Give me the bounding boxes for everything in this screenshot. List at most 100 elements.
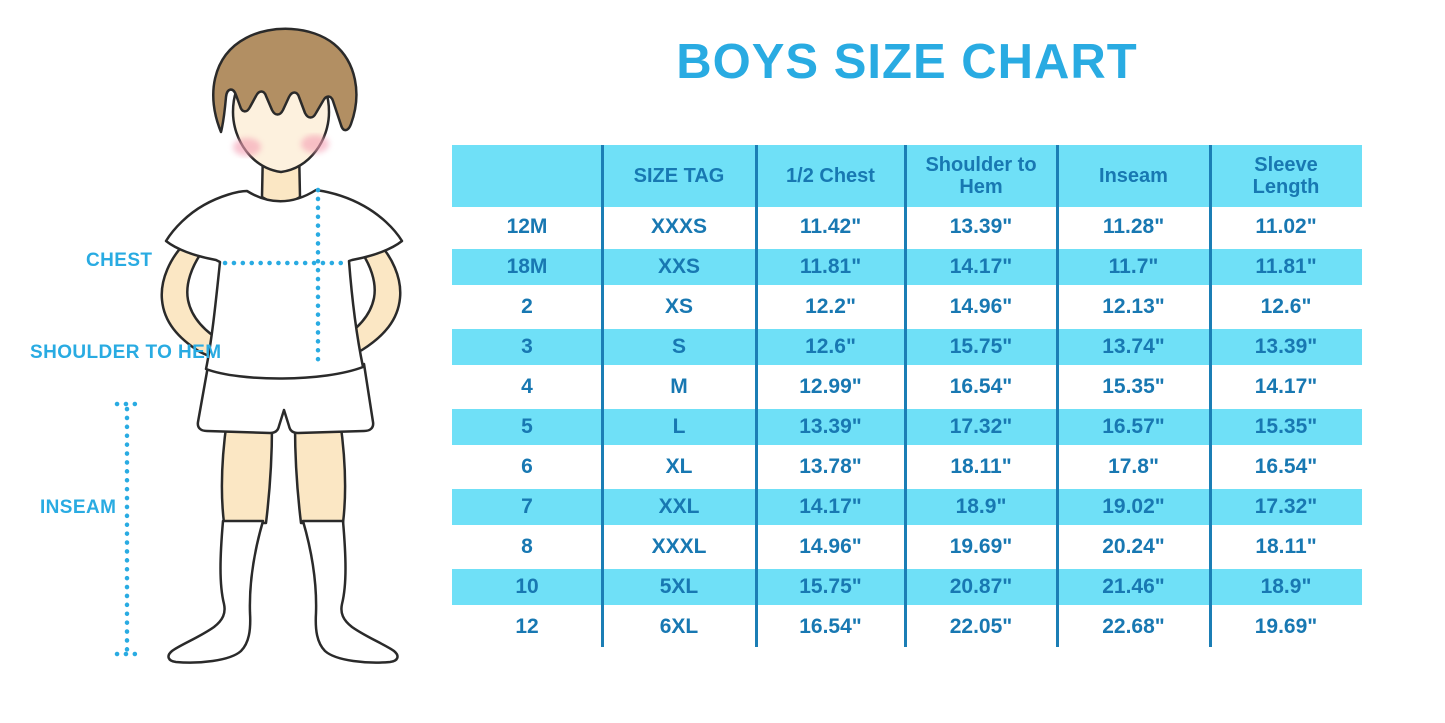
boy-left-sock <box>167 519 265 664</box>
measurement-value: 17.32" <box>1254 495 1318 518</box>
measurement-value: 13.78" <box>799 455 862 478</box>
measurement-value: 11.81" <box>799 255 862 278</box>
size-label: 5 <box>521 415 533 438</box>
measurement-value: 19.69" <box>1254 615 1318 638</box>
boy-blush <box>233 135 329 156</box>
shoulder-to-hem-label: SHOULDER TO HEM <box>30 342 222 363</box>
size-table-header: SIZE TAG 1/2 Chest Shoulder to Hem Inseam Sl… <box>452 145 1362 207</box>
measurement-value: 15.35" <box>1102 375 1165 398</box>
measurement-value: 12.99" <box>799 375 862 398</box>
measurement-value: 16.54" <box>1254 455 1318 478</box>
chest-label: CHEST <box>86 250 153 271</box>
measurement-value: XXXS <box>650 215 708 238</box>
column-divider <box>904 145 907 647</box>
size-row-12M: 12M XXXS 11.42" 13.39" 11.28" 11.02" <box>452 207 1362 247</box>
size-row-6: 6 XL 13.78" 18.11" 17.8" 16.54" <box>452 447 1362 487</box>
measurement-value: 12.6" <box>1260 295 1312 318</box>
size-row-3: 3 S 12.6" 15.75" 13.74" 13.39" <box>452 327 1362 367</box>
size-label: 6 <box>521 455 533 478</box>
size-label: 4 <box>521 375 533 398</box>
measurement-value: 12.2" <box>805 295 856 318</box>
measurement-value: 13.39" <box>799 415 862 438</box>
size-row-18M: 18M XXS 11.81" 14.17" 11.7" 11.81" <box>452 247 1362 287</box>
boy-left-leg <box>220 418 274 525</box>
boy-hair <box>212 27 358 134</box>
measurement-value: 18.11" <box>950 455 1012 478</box>
size-label: 18M <box>506 255 548 278</box>
measurement-value: 14.96" <box>799 535 862 558</box>
measurement-value: 12.6" <box>805 335 856 358</box>
measurement-value: 14.17" <box>799 495 862 518</box>
measurement-value: 14.17" <box>1254 375 1318 398</box>
measurement-value: XL <box>665 455 693 478</box>
measurement-value: 20.87" <box>949 575 1013 598</box>
measurement-value: 12.13" <box>1102 295 1165 318</box>
measurement-value: 5XL <box>659 575 699 598</box>
measurement-value: XS <box>664 295 693 318</box>
measurement-value: 22.05" <box>949 615 1013 638</box>
measurement-value: 11.42" <box>799 215 862 238</box>
column-header-empty <box>452 145 602 207</box>
measurement-value: 13.39" <box>1254 335 1318 358</box>
size-row-8: 8 XXXL 14.96" 19.69" 20.24" 18.11" <box>452 527 1362 567</box>
inseam-label: INSEAM <box>40 497 117 518</box>
measurement-value: XXS <box>657 255 701 278</box>
column-header: 1/2 Chest <box>786 164 875 187</box>
size-row-12: 12 6XL 16.54" 22.05" 22.68" 19.69" <box>452 607 1362 647</box>
measurement-value: M <box>670 375 688 398</box>
measurement-value: 13.74" <box>1102 335 1165 358</box>
measurement-value: XXXL <box>651 535 707 558</box>
column-divider <box>755 145 758 647</box>
size-row-5: 5 L 13.39" 17.32" 16.57" 15.35" <box>452 407 1362 447</box>
boy-right-sock <box>301 519 399 664</box>
measurement-value: 15.35" <box>1254 415 1318 438</box>
measurement-value: S <box>671 335 686 358</box>
column-divider <box>1209 145 1212 647</box>
measurement-value: 17.32" <box>949 415 1013 438</box>
measurement-value: 18.11" <box>1255 535 1317 558</box>
measurement-value: XXL <box>658 495 700 518</box>
boy-shirt <box>164 188 404 380</box>
measurement-value: 13.39" <box>949 215 1013 238</box>
size-row-2: 2 XS 12.2" 14.96" 12.13" 12.6" <box>452 287 1362 327</box>
measurement-value: 21.46" <box>1102 575 1165 598</box>
size-label: 3 <box>521 335 533 358</box>
measurement-value: 15.75" <box>799 575 862 598</box>
column-divider <box>1056 145 1059 647</box>
measurement-value: 15.75" <box>949 335 1013 358</box>
column-header: SIZE TAG <box>633 164 725 187</box>
measurement-value: 17.8" <box>1108 455 1159 478</box>
measurement-value: 19.02" <box>1102 495 1165 518</box>
size-table: SIZE TAG 1/2 Chest Shoulder to Hem Inseam Sl… <box>452 145 1362 647</box>
column-header: Inseam <box>1099 164 1168 187</box>
measurement-value: 14.96" <box>949 295 1013 318</box>
size-row-7: 7 XXL 14.17" 18.9" 19.02" 17.32" <box>452 487 1362 527</box>
size-label: 8 <box>521 535 533 558</box>
measurement-value: 11.7" <box>1108 255 1159 278</box>
measurement-value: 18.9" <box>955 495 1007 518</box>
column-header: Shoulder to Hem <box>925 153 1037 198</box>
measurement-value: 11.28" <box>1102 215 1165 238</box>
measurement-value: L <box>672 415 686 438</box>
measurement-value: 6XL <box>659 615 699 638</box>
measurement-value: 14.17" <box>949 255 1013 278</box>
boy-illustration <box>114 27 404 664</box>
column-divider <box>601 145 604 647</box>
boy-right-leg <box>293 418 347 525</box>
size-label: 12M <box>506 215 548 238</box>
size-label: 7 <box>521 495 533 518</box>
measurement-value: 16.54" <box>799 615 862 638</box>
measurement-value: 16.54" <box>949 375 1013 398</box>
page-title: BOYS SIZE CHART <box>676 35 1138 89</box>
size-table-body: 12M XXXS 11.42" 13.39" 11.28" 11.02" 18M XXS 11.… <box>452 207 1362 647</box>
measurement-value: 22.68" <box>1102 615 1165 638</box>
measurement-value: 19.69" <box>949 535 1013 558</box>
size-label: 12 <box>515 615 539 638</box>
measurement-figure: CHEST SHOULDER TO HEM INSEAM <box>0 0 440 723</box>
measurement-value: 11.81" <box>1255 255 1317 278</box>
measurement-value: 11.02" <box>1255 215 1317 238</box>
measurement-value: 20.24" <box>1102 535 1165 558</box>
measurement-value: 18.9" <box>1260 575 1312 598</box>
size-row-4: 4 M 12.99" 16.54" 15.35" 14.17" <box>452 367 1362 407</box>
size-label: 10 <box>515 575 539 598</box>
